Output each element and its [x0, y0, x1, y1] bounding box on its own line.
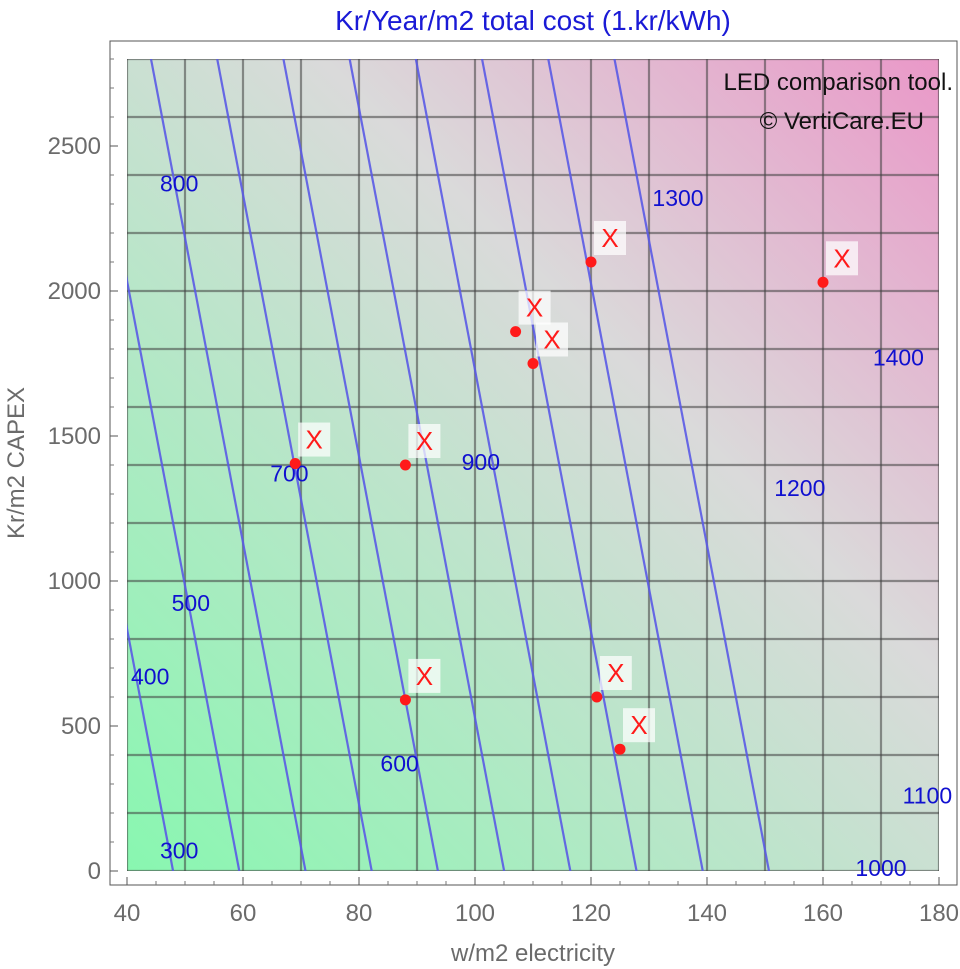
x-tick-label: 140	[687, 900, 727, 927]
contour-label-1000: 1000	[855, 855, 906, 881]
point-label-box	[826, 241, 858, 276]
point-label-box	[408, 658, 441, 693]
contour-labels: 300 400 500 600 700 800 900 1000 1100 1200 1300 140…	[131, 171, 952, 881]
y-axis-label: Kr/m2 CAPEX	[3, 387, 30, 539]
contour-label-1400: 1400	[873, 345, 924, 371]
data-point-8: X	[614, 708, 655, 755]
annotation-tool-name: LED comparison tool.	[724, 69, 953, 96]
contour-line-1400	[613, 59, 771, 871]
contour-line-500	[127, 622, 175, 871]
y-tick-label: 2500	[48, 133, 101, 160]
data-point-4: X	[510, 290, 551, 338]
y-tick-label: 0	[88, 858, 101, 885]
contour-line-600	[127, 274, 241, 871]
data-point-2: X	[399, 424, 441, 471]
x-tick-label: 60	[230, 900, 257, 927]
point-marker	[817, 276, 829, 288]
contour-label-1100: 1100	[903, 783, 952, 809]
axis-ticks: 40 60 80 100 120 140 160 180 0 500 1000 1500 2000 250…	[48, 58, 959, 927]
point-marker	[399, 459, 411, 471]
contour-line-1100	[414, 59, 572, 871]
data-point-3: X	[399, 658, 441, 706]
y-tick-label: 500	[61, 713, 101, 740]
contour-line-1300	[547, 59, 704, 871]
point-marker	[591, 691, 603, 703]
x-tick-label: 180	[919, 900, 959, 927]
y-tick-label: 2000	[48, 278, 101, 305]
contour-line-1200	[480, 59, 638, 871]
x-tick-label: 80	[346, 900, 373, 927]
point-marker	[399, 694, 411, 706]
contour-line-900	[282, 59, 440, 871]
y-tick-label: 1500	[48, 423, 101, 450]
contour-label-1300: 1300	[652, 185, 703, 211]
data-point-7: X	[591, 656, 632, 703]
point-marker	[510, 326, 522, 338]
contour-label-400: 400	[131, 664, 169, 690]
contour-label-700: 700	[270, 461, 308, 487]
x-tick-label: 160	[803, 900, 843, 927]
point-label: X	[630, 710, 647, 740]
point-label: X	[601, 223, 618, 253]
y-tick-label: 1000	[48, 568, 101, 595]
point-marker	[585, 256, 597, 268]
data-point-1: X	[289, 422, 331, 470]
contour-label-900: 900	[462, 449, 500, 475]
data-point-5: X	[527, 322, 568, 369]
point-label: X	[607, 658, 624, 688]
contour-label-800: 800	[160, 171, 198, 197]
point-label: X	[833, 243, 850, 273]
data-point-9: X	[817, 241, 858, 288]
annotation-copyright: © VertiCare.EU	[760, 108, 924, 135]
point-label: X	[526, 293, 543, 323]
x-axis-label: w/m2 electricity	[450, 940, 615, 967]
grid-lines	[127, 59, 939, 871]
point-label: X	[416, 426, 433, 456]
x-tick-label: 100	[455, 900, 495, 927]
contour-line-1000	[348, 59, 506, 871]
point-marker	[527, 358, 539, 369]
point-label-box	[599, 656, 632, 690]
contour-label-300: 300	[160, 838, 198, 864]
contour-line-700	[149, 59, 307, 871]
point-marker	[289, 458, 301, 470]
contour-label-500: 500	[172, 590, 210, 616]
point-label-box	[536, 322, 568, 357]
contour-lines	[127, 59, 771, 871]
data-point-6: X	[585, 221, 626, 268]
point-label-box	[408, 424, 441, 458]
point-label: X	[543, 325, 560, 355]
x-tick-label: 120	[571, 900, 611, 927]
point-label-box	[298, 422, 331, 457]
point-label: X	[306, 425, 323, 455]
contour-label-1200: 1200	[774, 475, 825, 501]
point-label-box	[594, 221, 626, 255]
point-label-box	[518, 290, 551, 325]
point-marker	[614, 743, 626, 755]
x-tick-label: 40	[114, 900, 141, 927]
point-label-box	[623, 708, 655, 743]
contour-label-600: 600	[380, 751, 418, 777]
point-label: X	[416, 661, 433, 691]
chart-title: Kr/Year/m2 total cost (1.kr/kWh)	[335, 5, 731, 36]
